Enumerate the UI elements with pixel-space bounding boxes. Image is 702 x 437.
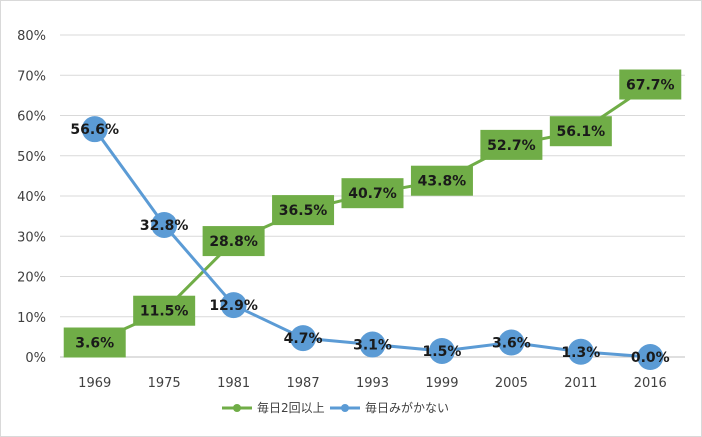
- x-axis: 1969 1975 1981 1987 1993 1999 2005 2011 2016: [78, 376, 667, 391]
- data-label-box: [549, 116, 612, 147]
- data-label-box: [63, 327, 126, 358]
- data-label: 4.7%: [284, 331, 323, 347]
- data-marker: [637, 344, 664, 370]
- y-tick-label: 0%: [25, 351, 46, 366]
- series-markers: 3.6% 11.5% 28.8% 36.5% 40.7% 43.8% 52.7% 56.1% 6…: [63, 69, 682, 370]
- data-point: 3.6%: [63, 327, 126, 358]
- data-label: 12.9%: [209, 298, 258, 314]
- data-label-box: [619, 69, 682, 100]
- x-tick-label: 1999: [425, 376, 458, 391]
- data-point: 67.7%: [619, 69, 682, 100]
- data-point: 28.8%: [202, 226, 265, 257]
- data-point: 3.1%: [353, 331, 392, 358]
- data-point: 1.5%: [423, 337, 462, 364]
- legend-label: 毎日2回以上: [257, 400, 325, 415]
- data-label: 40.7%: [348, 186, 397, 202]
- data-label: 3.1%: [353, 338, 392, 354]
- data-marker: [359, 331, 386, 358]
- data-marker: [220, 292, 247, 319]
- data-point: 43.8%: [410, 165, 473, 196]
- data-marker: [81, 116, 108, 143]
- data-label-box: [272, 195, 335, 226]
- y-tick-label: 10%: [17, 311, 46, 326]
- data-point: 52.7%: [480, 129, 543, 160]
- data-point: 11.5%: [133, 295, 196, 326]
- x-tick-label: 1969: [78, 376, 111, 391]
- legend-item: 毎日みがかない: [330, 400, 449, 415]
- legend: 毎日2回以上 毎日みがかない: [222, 400, 449, 415]
- data-point: 32.8%: [140, 211, 189, 238]
- data-label-box: [480, 129, 543, 160]
- data-marker: [151, 211, 178, 238]
- data-label: 28.8%: [209, 234, 258, 250]
- y-tick-label: 70%: [17, 69, 46, 84]
- data-point: 56.1%: [549, 116, 612, 147]
- data-label: 56.6%: [70, 122, 119, 138]
- data-point: 0.0%: [631, 344, 670, 370]
- data-marker: [290, 325, 317, 352]
- data-point: 12.9%: [209, 292, 258, 319]
- x-tick-label: 1975: [148, 376, 181, 391]
- y-tick-label: 80%: [17, 29, 46, 44]
- data-label-box: [410, 165, 473, 196]
- y-tick-label: 50%: [17, 150, 46, 165]
- y-axis: 0% 10% 20% 30% 40% 50% 60% 70% 80%: [17, 29, 46, 366]
- data-label: 56.1%: [557, 124, 606, 140]
- x-tick-label: 2005: [495, 376, 528, 391]
- data-marker: [428, 337, 455, 364]
- data-label: 36.5%: [279, 203, 328, 219]
- legend-marker: [341, 404, 349, 412]
- data-label-box: [133, 295, 196, 326]
- data-label: 1.3%: [561, 345, 600, 361]
- data-point: 36.5%: [272, 195, 335, 226]
- data-label: 0.0%: [631, 350, 670, 366]
- legend-item: 毎日2回以上: [222, 400, 325, 415]
- data-label: 1.5%: [423, 344, 462, 360]
- data-marker: [567, 338, 594, 365]
- data-marker: [498, 329, 525, 356]
- legend-label: 毎日みがかない: [365, 400, 449, 415]
- x-tick-label: 1981: [217, 376, 250, 391]
- data-label: 3.6%: [75, 336, 114, 352]
- y-tick-label: 20%: [17, 271, 46, 286]
- data-label: 43.8%: [418, 174, 467, 190]
- data-point: 1.3%: [561, 338, 600, 365]
- data-label: 32.8%: [140, 218, 189, 234]
- data-label: 11.5%: [140, 304, 189, 320]
- y-tick-label: 60%: [17, 110, 46, 125]
- data-label: 67.7%: [626, 78, 675, 94]
- data-label: 52.7%: [487, 138, 536, 154]
- data-point: 40.7%: [341, 178, 404, 209]
- data-label: 3.6%: [492, 336, 531, 352]
- x-tick-label: 2016: [634, 376, 667, 391]
- x-tick-label: 1987: [287, 376, 320, 391]
- data-point: 3.6%: [492, 329, 531, 356]
- data-point: 4.7%: [284, 325, 323, 352]
- data-point: 56.6%: [70, 116, 119, 143]
- data-label-box: [341, 178, 404, 209]
- x-tick-label: 2011: [564, 376, 597, 391]
- y-tick-label: 30%: [17, 230, 46, 245]
- data-label-box: [202, 226, 265, 257]
- legend-marker: [233, 404, 241, 412]
- y-tick-label: 40%: [17, 190, 46, 205]
- x-tick-label: 1993: [356, 376, 389, 391]
